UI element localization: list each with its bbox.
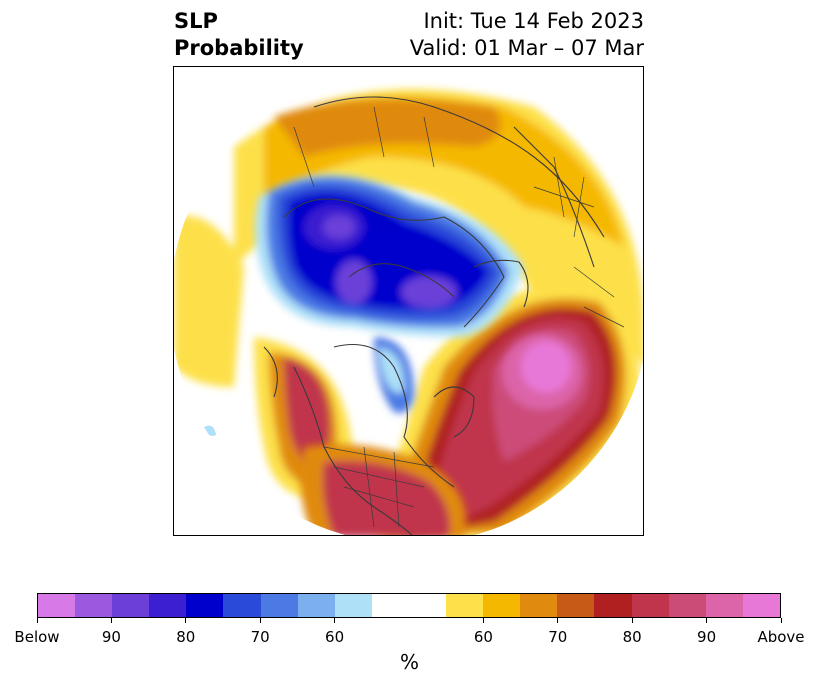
colorbar-segment [705, 594, 743, 617]
colorbar-tick-mark [259, 618, 261, 623]
colorbar-tick-mark [482, 618, 484, 623]
colorbar-tick-label: 60 [473, 628, 493, 646]
colorbar-segment [223, 594, 261, 617]
colorbar-segment [631, 594, 669, 617]
colorbar-segment [483, 594, 521, 617]
title-variable: SLP [174, 9, 218, 33]
colorbar-tick-mark [185, 618, 187, 623]
colorbar-tick-label: 60 [325, 628, 345, 646]
colorbar-segment [446, 594, 484, 617]
colorbar-segment [557, 594, 595, 617]
colorbar-tick-mark [780, 618, 782, 623]
colorbar-tick-mark [110, 618, 112, 623]
colorbar-tick-mark [706, 618, 708, 623]
colorbar-tick-mark [36, 618, 38, 623]
forecast-dates: Init: Tue 14 Feb 2023 Valid: 01 Mar – 07… [410, 8, 644, 62]
colorbar-segment [297, 594, 335, 617]
colorbar-tick-label: 80 [622, 628, 642, 646]
probability-field [174, 67, 643, 535]
colorbar-tick-label: 70 [548, 628, 568, 646]
map-canvas [174, 67, 643, 535]
colorbar-segment [260, 594, 298, 617]
colorbar-label: % [399, 650, 419, 674]
valid-range: Valid: 01 Mar – 07 Mar [409, 36, 644, 60]
colorbar-tick-mark [334, 618, 336, 623]
chart-title: SLP Probability [174, 8, 304, 62]
country-border-icon [293, 106, 625, 528]
probability-map [173, 66, 644, 536]
colorbar-tick-label: Below [14, 628, 60, 646]
colorbar-segment [149, 594, 187, 617]
colorbar-tick-label: 70 [250, 628, 270, 646]
colorbar-tick-label: 80 [176, 628, 196, 646]
colorbar-segment [334, 594, 372, 617]
colorbar-tick-mark [631, 618, 633, 623]
init-date: Init: Tue 14 Feb 2023 [423, 9, 644, 33]
colorbar-ticks [36, 618, 782, 626]
colorbar-segment [371, 594, 409, 617]
colorbar-segment [520, 594, 558, 617]
coastline-icon [263, 96, 605, 535]
colorbar-segment [38, 594, 76, 617]
colorbar-segment [668, 594, 706, 617]
colorbar-segment [594, 594, 632, 617]
colorbar-segment [408, 594, 447, 617]
colorbar-segment [742, 594, 780, 617]
colorbar-segment [186, 594, 224, 617]
title-quantity: Probability [174, 36, 304, 60]
colorbar-tick-label: Above [757, 628, 805, 646]
colorbar-segment [75, 594, 113, 617]
colorbar-tick-label: 90 [101, 628, 121, 646]
colorbar-tick-label: 90 [697, 628, 717, 646]
colorbar-segment [112, 594, 150, 617]
colorbar [37, 593, 781, 618]
colorbar-tick-mark [557, 618, 559, 623]
